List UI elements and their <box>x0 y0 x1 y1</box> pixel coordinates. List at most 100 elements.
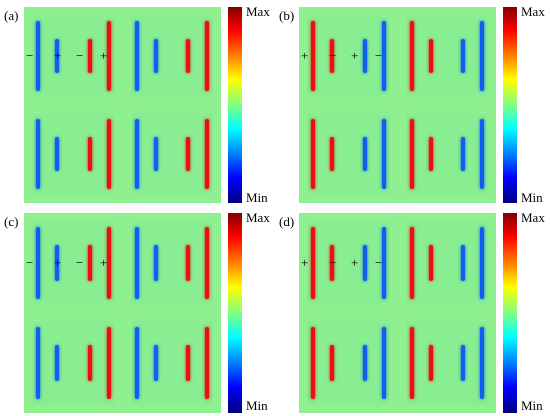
inner-right-bar <box>87 245 92 281</box>
charge-sign: − <box>76 48 84 63</box>
outer-left-bar <box>36 227 40 299</box>
outer-left-bar <box>134 21 139 91</box>
inner-right-bar <box>461 245 465 281</box>
inner-right-bar <box>186 39 190 73</box>
outer-right-bar <box>106 21 111 91</box>
outer-left-bar <box>36 119 40 189</box>
inner-left-bar <box>428 345 433 381</box>
inner-left-bar <box>428 245 433 281</box>
outer-left-bar <box>36 327 40 399</box>
outer-right-bar <box>480 21 484 91</box>
charge-sign: − <box>329 255 337 270</box>
unit-cell <box>405 321 488 405</box>
colorbar-min-label: Min <box>246 190 268 205</box>
inner-left-bar <box>153 245 158 281</box>
inner-right-bar <box>186 345 190 381</box>
inner-left-bar <box>55 137 59 171</box>
field-map: − + − + <box>24 213 221 413</box>
inner-right-bar <box>362 345 367 381</box>
field-map: + − + − <box>299 7 496 203</box>
outer-left-bar <box>409 327 414 399</box>
inner-right-bar <box>362 137 367 171</box>
colorbar <box>503 213 517 413</box>
inner-right-bar <box>362 245 367 281</box>
outer-left-bar <box>409 227 414 299</box>
charge-sign: + <box>100 48 108 63</box>
panel-d: (d) + − + − Max Min <box>275 208 550 416</box>
inner-left-bar <box>153 345 158 381</box>
inner-left-bar <box>153 137 158 171</box>
inner-left-bar <box>428 137 433 171</box>
inner-left-bar <box>55 39 59 73</box>
inner-right-bar <box>362 39 367 73</box>
colorbar <box>228 7 242 203</box>
colorbar <box>228 213 242 413</box>
unit-cell <box>307 15 390 97</box>
outer-right-bar <box>381 21 386 91</box>
inner-right-bar <box>186 245 190 281</box>
inner-right-bar <box>87 137 92 171</box>
outer-right-bar <box>205 119 209 189</box>
outer-left-bar <box>311 327 315 399</box>
outer-left-bar <box>311 21 315 91</box>
charge-sign: − <box>329 48 337 63</box>
outer-right-bar <box>205 227 209 299</box>
colorbar-min-label: Min <box>521 398 543 413</box>
outer-left-bar <box>409 21 414 91</box>
unit-cell <box>405 113 488 195</box>
unit-cell <box>130 221 213 305</box>
outer-left-bar <box>134 327 139 399</box>
unit-cell <box>405 15 488 97</box>
panel-b: (b) + − + − Max Min <box>275 0 550 208</box>
inner-right-bar <box>461 345 465 381</box>
unit-cell <box>307 321 390 405</box>
outer-right-bar <box>480 227 484 299</box>
panel-label: (d) <box>279 214 295 229</box>
charge-sign: − <box>375 48 383 63</box>
panel-label: (b) <box>279 8 295 23</box>
inner-left-bar <box>330 39 334 73</box>
colorbar-max-label: Max <box>521 4 545 19</box>
charge-sign: + <box>54 48 62 63</box>
charge-sign: + <box>54 255 62 270</box>
panel-a: (a) − + − + Max Min <box>0 0 275 208</box>
unit-cell <box>307 113 390 195</box>
outer-left-bar <box>311 119 315 189</box>
field-map: + − + − <box>299 213 496 413</box>
panel-label: (c) <box>4 214 19 229</box>
inner-left-bar <box>330 245 334 281</box>
colorbar-min-label: Min <box>246 398 268 413</box>
outer-right-bar <box>381 327 386 399</box>
inner-left-bar <box>330 345 334 381</box>
charge-sign: + <box>301 48 309 63</box>
outer-right-bar <box>480 327 484 399</box>
charge-sign: + <box>100 255 108 270</box>
charge-sign: + <box>351 48 359 63</box>
inner-left-bar <box>330 137 334 171</box>
outer-left-bar <box>134 227 139 299</box>
unit-cell <box>32 113 115 195</box>
inner-right-bar <box>461 137 465 171</box>
outer-right-bar <box>205 21 209 91</box>
unit-cell <box>32 321 115 405</box>
inner-left-bar <box>55 345 59 381</box>
inner-right-bar <box>87 39 92 73</box>
outer-left-bar <box>409 119 414 189</box>
charge-sign: − <box>26 48 34 63</box>
unit-cell <box>32 221 115 305</box>
outer-right-bar <box>205 327 209 399</box>
inner-left-bar <box>153 39 158 73</box>
inner-right-bar <box>186 137 190 171</box>
unit-cell <box>130 321 213 405</box>
panel-c: (c) − + − + Max Min <box>0 208 275 416</box>
charge-sign: − <box>26 255 34 270</box>
outer-left-bar <box>36 21 40 91</box>
inner-left-bar <box>428 39 433 73</box>
charge-sign: − <box>375 255 383 270</box>
outer-right-bar <box>480 119 484 189</box>
unit-cell <box>130 113 213 195</box>
outer-right-bar <box>106 119 111 189</box>
unit-cell <box>307 221 390 305</box>
charge-sign: + <box>301 255 309 270</box>
outer-right-bar <box>381 227 386 299</box>
